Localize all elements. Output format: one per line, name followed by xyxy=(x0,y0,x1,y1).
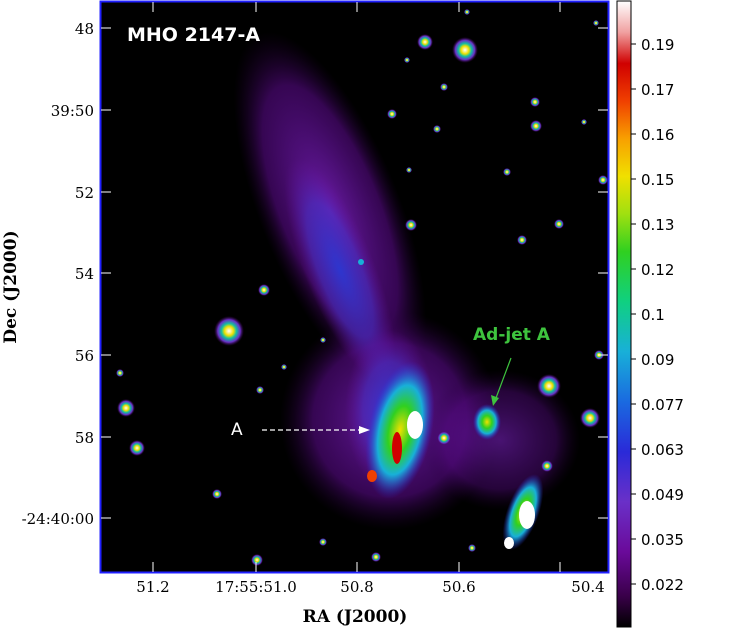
x-tick-labels: 51.2 17:55:51.0 50.8 50.6 50.4 xyxy=(136,578,604,596)
colorbar-tick-label: 0.1 xyxy=(641,306,665,324)
x-tick-label: 50.8 xyxy=(340,578,373,596)
star xyxy=(517,235,527,245)
star xyxy=(437,431,451,445)
y-tick-label: 48 xyxy=(75,20,94,38)
y-tick-label: -24:40:00 xyxy=(22,510,94,528)
y-tick-label: 54 xyxy=(75,265,94,283)
x-tick-label: 50.4 xyxy=(571,578,604,596)
x-tick-label: 51.2 xyxy=(136,578,169,596)
colorbar-tick-label: 0.022 xyxy=(641,576,684,594)
star xyxy=(406,167,412,173)
star xyxy=(405,219,417,231)
colorbar-tick-label: 0.17 xyxy=(641,81,674,99)
bright-source-lower-right xyxy=(502,474,544,550)
annotation-a-arrow xyxy=(262,426,370,434)
colorbar-tick-label: 0.12 xyxy=(641,261,674,279)
plot-frame xyxy=(99,0,610,574)
colorbar-tick-label: 0.063 xyxy=(641,441,684,459)
annotation-ad-jet-arrow xyxy=(491,357,512,406)
star xyxy=(251,554,263,566)
y-tick-label: 39:50 xyxy=(51,102,94,120)
star xyxy=(581,119,587,125)
star xyxy=(129,440,145,456)
annotation-a-label: A xyxy=(231,420,243,440)
annotation-ad-jet-label: Ad-jet A xyxy=(473,325,551,345)
star xyxy=(404,57,410,63)
colorbar-tick-label: 0.049 xyxy=(641,486,684,504)
x-axis-label: RA (J2000) xyxy=(303,607,408,627)
star xyxy=(281,364,287,370)
star xyxy=(452,37,478,63)
star xyxy=(537,374,561,398)
colorbar-ticks xyxy=(631,43,636,585)
colorbar-strip xyxy=(616,0,632,628)
ad-jet-knot xyxy=(473,404,501,440)
y-tick-labels: 48 39:50 52 54 56 58 -24:40:00 xyxy=(22,20,94,528)
star xyxy=(580,408,600,428)
colorbar-tick-label: 0.035 xyxy=(641,531,684,549)
star xyxy=(593,20,599,26)
x-tick-label: 17:55:51.0 xyxy=(215,578,297,596)
y-tick-label: 52 xyxy=(75,184,94,202)
star xyxy=(468,544,476,552)
star xyxy=(554,219,564,229)
star xyxy=(530,120,542,132)
star xyxy=(371,552,381,562)
star xyxy=(256,386,264,394)
colorbar: 0.19 0.17 0.16 0.15 0.13 0.12 0.1 0.09 0… xyxy=(616,0,684,628)
image-panel xyxy=(101,2,608,572)
chart-title: MHO 2147-A xyxy=(127,24,260,46)
jet-knot-a xyxy=(365,361,435,499)
star xyxy=(530,97,540,107)
y-tick-label: 58 xyxy=(75,429,94,447)
colorbar-tick-label: 0.16 xyxy=(641,126,674,144)
star xyxy=(387,109,397,119)
star xyxy=(433,125,441,133)
star xyxy=(358,259,364,265)
star xyxy=(320,337,326,343)
star xyxy=(258,284,270,296)
star xyxy=(212,489,222,499)
x-tick-label: 50.6 xyxy=(442,578,475,596)
colorbar-tick-label: 0.077 xyxy=(641,396,684,414)
frame-ticks xyxy=(101,2,608,572)
star xyxy=(417,34,433,50)
star xyxy=(464,9,470,15)
colorbar-tick-label: 0.09 xyxy=(641,351,674,369)
stars xyxy=(116,9,608,566)
star xyxy=(214,316,244,346)
star xyxy=(116,369,124,377)
star xyxy=(541,460,553,472)
colorbar-tick-label: 0.15 xyxy=(641,171,674,189)
colorbar-tick-label: 0.19 xyxy=(641,36,674,54)
star xyxy=(598,175,608,185)
star xyxy=(440,83,448,91)
star xyxy=(319,538,327,546)
colorbar-tick-label: 0.13 xyxy=(641,216,674,234)
y-axis-label: Dec (J2000) xyxy=(1,230,21,343)
star xyxy=(503,168,511,176)
y-tick-label: 56 xyxy=(75,347,94,365)
star xyxy=(117,399,135,417)
